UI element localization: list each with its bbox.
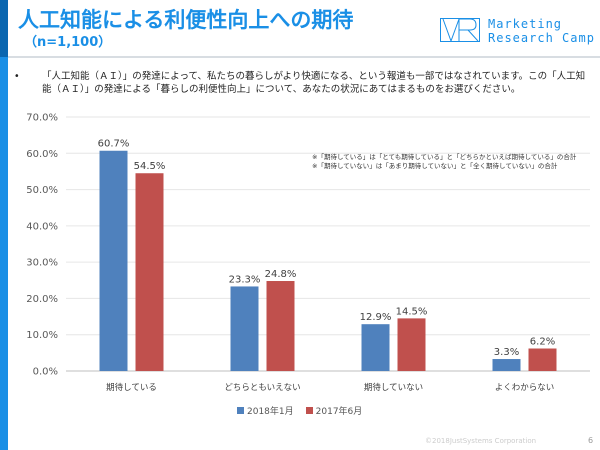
bar bbox=[230, 286, 259, 371]
bar bbox=[99, 150, 128, 371]
bar bbox=[135, 173, 164, 371]
logo-line2: Research Camp bbox=[488, 31, 595, 45]
note-1: ※「期待している」は「とても期待している」と「どちらかといえば期待している」の合… bbox=[312, 153, 577, 161]
bar bbox=[361, 324, 390, 371]
y-tick-label: 0.0% bbox=[33, 367, 58, 378]
legend-label: 2017年6月 bbox=[315, 407, 363, 417]
bar bbox=[492, 359, 521, 371]
y-tick-label: 40.0% bbox=[26, 221, 58, 232]
y-tick-label: 20.0% bbox=[26, 294, 58, 305]
question-text: 「人工知能（ＡＩ）」の発達によって、私たちの暮らしがより快適になる、という報道も… bbox=[42, 71, 586, 95]
data-label: 23.3% bbox=[229, 274, 261, 285]
legend-item-2017: 2017年6月 bbox=[305, 404, 363, 417]
page-number: 6 bbox=[588, 436, 594, 445]
accent-bar bbox=[0, 57, 8, 450]
chart-notes: ※「期待している」は「とても期待している」と「どちらかといえば期待している」の合… bbox=[312, 153, 576, 171]
bullet: • bbox=[14, 71, 20, 82]
legend-label: 2018年1月 bbox=[247, 407, 294, 417]
question: • 「人工知能（ＡＩ）」の発達によって、私たちの暮らしがより快適になる、という報道… bbox=[14, 70, 594, 96]
data-label: 6.2% bbox=[530, 337, 555, 348]
note-2: ※「期待していない」は「あまり期待していない」と「全く期待していない」の合計 bbox=[312, 162, 558, 170]
data-label: 60.7% bbox=[98, 139, 130, 150]
x-tick-label: よくわからない bbox=[495, 383, 555, 393]
x-tick-label: 期待している bbox=[106, 382, 157, 393]
data-label: 54.5% bbox=[134, 161, 166, 172]
data-label: 12.9% bbox=[360, 312, 392, 323]
legend-item-2018: 2018年1月 bbox=[237, 404, 294, 417]
x-tick-label: 期待していない bbox=[364, 382, 423, 393]
sample-size: （n=1,100） bbox=[24, 35, 112, 50]
legend-swatch bbox=[305, 407, 313, 414]
y-tick-label: 10.0% bbox=[26, 330, 58, 341]
y-tick-label: 30.0% bbox=[26, 258, 58, 269]
legend-swatch bbox=[237, 407, 244, 414]
data-label: 24.8% bbox=[265, 269, 297, 280]
y-tick-label: 50.0% bbox=[26, 185, 58, 196]
data-label: 3.3% bbox=[494, 347, 519, 358]
bar bbox=[528, 348, 557, 371]
y-tick-label: 70.0% bbox=[26, 113, 58, 124]
page-title: 人工知能による利便性向上への期待 bbox=[18, 8, 354, 32]
copyright: ©2018JustSystems Corporation bbox=[425, 437, 537, 445]
data-label: 14.5% bbox=[396, 306, 428, 317]
legend: 2018年1月 2017年6月 bbox=[237, 404, 362, 417]
logo-text: Marketing Research Camp bbox=[488, 17, 595, 45]
bar bbox=[397, 318, 426, 371]
header-divider bbox=[8, 56, 600, 58]
x-tick-label: どちらともいえない bbox=[224, 383, 300, 393]
logo-icon bbox=[440, 18, 480, 42]
y-tick-label: 60.0% bbox=[26, 149, 58, 160]
accent-bar-top bbox=[0, 0, 8, 57]
logo-line1: Marketing bbox=[488, 17, 563, 31]
bar bbox=[266, 281, 295, 371]
